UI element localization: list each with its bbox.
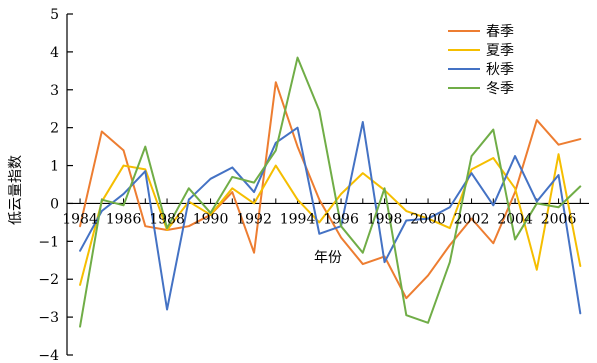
- y-tick-label: 5: [50, 7, 59, 23]
- series-line: [79, 153, 582, 286]
- x-tick-label: 1996: [323, 211, 359, 227]
- y-tick-label: −4: [38, 348, 59, 363]
- x-tick-label: 1990: [193, 211, 229, 227]
- series-line: [79, 81, 582, 300]
- x-tick-label: 2002: [454, 211, 490, 227]
- series-line: [79, 56, 582, 328]
- x-tick-label: 2006: [541, 211, 577, 227]
- x-tick-label: 1986: [106, 211, 142, 227]
- x-axis-title: 年份: [314, 250, 342, 266]
- x-tick-label: 1998: [367, 211, 403, 227]
- x-tick-label: 2004: [497, 211, 533, 227]
- x-tick-label: 2000: [410, 211, 446, 227]
- y-tick-label: 3: [50, 83, 59, 99]
- x-tick-label: 1984: [62, 211, 98, 227]
- x-tick-label: 1992: [236, 211, 272, 227]
- x-tick-label: 1988: [149, 211, 185, 227]
- y-tick-label: −2: [38, 272, 59, 288]
- x-tick-label: 1994: [280, 211, 316, 227]
- y-tick-label: 2: [50, 121, 59, 137]
- legend-label: 夏季: [486, 43, 514, 59]
- legend-label: 春季: [486, 24, 514, 40]
- legend-label: 冬季: [486, 81, 514, 97]
- y-axis-title: 低云量指数: [8, 155, 24, 225]
- y-tick-label: −3: [38, 310, 59, 326]
- y-tick-label: 4: [50, 45, 59, 61]
- legend-label: 秋季: [486, 62, 514, 78]
- series-line: [79, 120, 582, 315]
- y-tick-label: 1: [50, 159, 59, 175]
- y-tick-label: −1: [38, 234, 59, 250]
- y-tick-label: 0: [50, 196, 59, 212]
